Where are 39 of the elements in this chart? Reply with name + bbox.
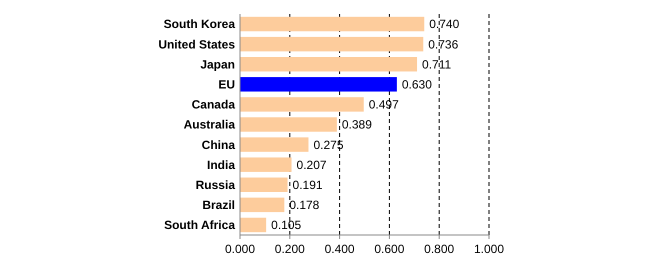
y-tick-label: South Africa: [164, 218, 236, 232]
x-tick-label: 0.400: [324, 242, 355, 256]
data-label: 0.207: [296, 158, 327, 172]
bar: [240, 137, 308, 152]
y-tick-label: Australia: [184, 118, 236, 132]
bar: [240, 56, 418, 72]
y-tick-label: United States: [158, 37, 236, 52]
data-label: 0.740: [429, 17, 460, 32]
bar: [240, 16, 424, 32]
x-tick-label: 0.600: [374, 242, 405, 256]
data-label: 0.275: [313, 138, 344, 152]
bar: [240, 157, 292, 172]
bar: [240, 198, 284, 212]
y-tick-label: China: [202, 138, 236, 152]
bar: [240, 178, 288, 192]
x-tick-label: 0.000: [224, 242, 256, 256]
bar: [240, 77, 397, 92]
data-label: 0.736: [428, 37, 459, 52]
x-tick-label: 0.800: [424, 242, 455, 256]
data-label: 0.191: [292, 178, 323, 192]
bar: [240, 117, 337, 132]
data-label: 0.711: [422, 57, 452, 72]
y-tick-label: EU: [218, 78, 235, 92]
bar: [240, 36, 424, 52]
y-tick-label: Brazil: [202, 198, 235, 212]
y-tick-label: South Korea: [164, 17, 236, 32]
data-label: 0.178: [289, 198, 320, 212]
x-tick-label: 0.200: [274, 242, 306, 256]
y-tick-label: Japan: [200, 57, 235, 72]
y-tick-label: India: [206, 158, 236, 172]
x-tick-label: 1.000: [474, 242, 504, 256]
bar: [240, 97, 364, 112]
data-label: 0.497: [368, 98, 400, 112]
data-label: 0.105: [271, 218, 302, 232]
y-tick-label: Russia: [196, 178, 236, 192]
data-label: 0.630: [402, 78, 432, 92]
data-label: 0.389: [342, 118, 372, 132]
y-tick-label: Canada: [192, 98, 236, 112]
bar: [240, 218, 266, 232]
